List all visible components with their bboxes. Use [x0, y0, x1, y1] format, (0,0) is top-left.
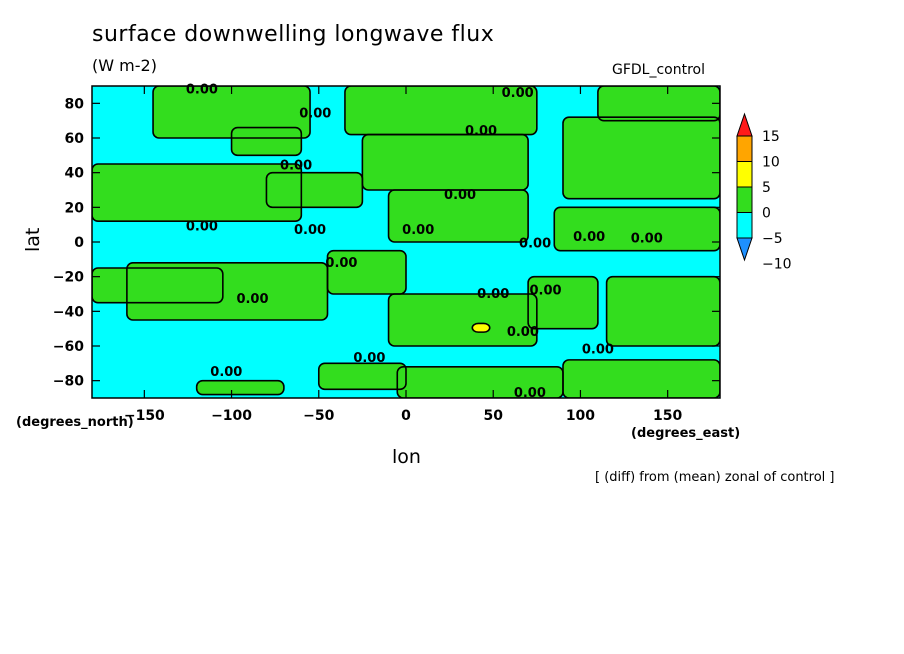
- colorbar-extend-max: [736, 112, 753, 137]
- contour-region: [563, 117, 720, 199]
- zero-contour-line: [562, 359, 720, 398]
- contour-label: 0.00: [519, 237, 551, 252]
- colorbar-label: 10: [762, 155, 780, 171]
- contour-region: [196, 380, 284, 395]
- contour-region: [606, 276, 720, 346]
- colorbar-box: [736, 186, 753, 213]
- zero-contour-line: [562, 116, 720, 200]
- y-tick-label: 40: [65, 166, 85, 182]
- y-tick-label: −20: [53, 270, 84, 286]
- x-tick-label: −50: [303, 408, 334, 424]
- contour-label: 0.00: [502, 86, 534, 101]
- colorbar-label: 15: [762, 129, 780, 145]
- x-tick-label: 0: [401, 408, 411, 424]
- y-axis-ticks: −80 −60 −40 −20 0 20 40 60 80: [53, 96, 720, 390]
- contour-region: [153, 86, 311, 138]
- contour-label: 0.00: [325, 256, 357, 271]
- zero-contour-line: [126, 261, 329, 321]
- contour-label: 0.00: [210, 365, 242, 380]
- contour-label: 0.00: [299, 107, 331, 122]
- zero-contour-line: [471, 322, 491, 333]
- contour-region: [92, 268, 223, 303]
- contour-labels: 0.00 0.00 0.00 0.00 0.00 0.00 0.00 0.00 0.00 0.00…: [186, 82, 663, 400]
- chart-title: surface downwelling longwave flux: [92, 22, 495, 47]
- contour-label: 0.00: [465, 124, 497, 139]
- contour-label: 0.00: [353, 351, 385, 366]
- x-tick-label: −150: [124, 408, 165, 424]
- contour-region: [397, 366, 563, 398]
- y-tick-label: −40: [53, 304, 84, 320]
- contour-region: [318, 363, 406, 390]
- contour-region: [563, 359, 720, 398]
- colorbar-label: 5: [762, 180, 771, 196]
- zero-contour-line: [92, 163, 303, 222]
- x-axis-unit: (degrees_east): [631, 426, 741, 441]
- contour-region: [597, 86, 720, 121]
- contour-label: 0.00: [507, 325, 539, 340]
- contour-region: [472, 323, 490, 333]
- contour-region: [327, 250, 406, 294]
- contour-region: [92, 164, 302, 222]
- y-tick-label: 20: [65, 200, 85, 216]
- contour-label: 0.00: [402, 223, 434, 238]
- contour-region: [554, 207, 720, 251]
- zero-contour-line: [265, 171, 364, 209]
- colorbar-label: −5: [762, 231, 783, 247]
- zero-contour-line: [195, 379, 285, 396]
- colorbar-extend-min: [736, 237, 753, 262]
- zero-contour-line: [326, 249, 407, 295]
- x-tick-label: −100: [211, 408, 252, 424]
- zero-contour-line: [387, 189, 529, 243]
- x-tick-label: 50: [483, 408, 503, 424]
- colorbar-label: −10: [762, 257, 792, 273]
- dataset-label: GFDL_control: [612, 62, 706, 78]
- contour-label: 0.00: [631, 232, 663, 247]
- contour-label: 0.00: [236, 292, 268, 307]
- x-tick-label: 150: [653, 408, 682, 424]
- contour-label: 0.00: [186, 82, 218, 97]
- y-tick-label: 0: [74, 235, 84, 251]
- zero-contour-line: [387, 293, 538, 347]
- chart-units: (W m-2): [92, 56, 157, 75]
- colorbar-box: [736, 135, 753, 162]
- x-tick-label: 100: [566, 408, 595, 424]
- contour-label: 0.00: [186, 219, 218, 234]
- zero-contour-line: [92, 267, 224, 304]
- contour-region: [528, 276, 598, 329]
- zero-contour-line: [597, 86, 720, 122]
- y-tick-label: −80: [53, 374, 84, 390]
- zero-contour-line: [317, 362, 407, 391]
- colorbar: 15 10 5 0 −5 −10: [736, 112, 792, 273]
- zero-contour-line: [527, 275, 599, 330]
- contour-label: 0.00: [477, 287, 509, 302]
- x-axis-title: lon: [392, 446, 421, 468]
- colorbar-box: [736, 161, 753, 188]
- contour-label: 0.00: [294, 223, 326, 238]
- y-tick-label: −60: [53, 339, 84, 355]
- y-tick-label: 60: [65, 131, 85, 147]
- contour-region: [344, 86, 537, 135]
- contour-label: 0.00: [530, 284, 562, 299]
- colorbar-label: 0: [762, 206, 771, 222]
- contour-region: [266, 172, 363, 208]
- contour-label: 0.00: [514, 386, 546, 401]
- zero-contour-line: [230, 126, 303, 157]
- contour-label: 0.00: [444, 188, 476, 203]
- contour-label: 0.00: [280, 159, 312, 174]
- contour-region: [362, 134, 529, 190]
- contour-lines: [92, 86, 720, 398]
- x-axis-ticks: −150 −100 −50 0 50 100 150: [124, 86, 683, 424]
- contour-region: [388, 190, 529, 242]
- contour-region: [231, 127, 302, 156]
- contour-label: 0.00: [582, 342, 614, 357]
- operation-note: [ (diff) from (mean) zonal of control ]: [595, 470, 835, 485]
- y-tick-label: 80: [65, 96, 85, 112]
- contour-region: [388, 294, 537, 346]
- contour-label: 0.00: [573, 230, 605, 245]
- zero-contour-line: [553, 206, 720, 252]
- y-axis-unit: (degrees_north): [16, 415, 134, 430]
- colorbar-box: [736, 212, 753, 239]
